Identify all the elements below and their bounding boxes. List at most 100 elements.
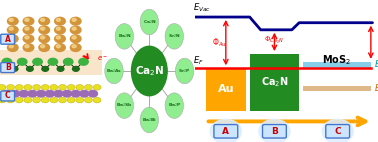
Circle shape [25, 27, 29, 30]
Circle shape [41, 84, 49, 90]
Circle shape [72, 27, 76, 30]
FancyArrowPatch shape [84, 54, 88, 58]
Text: Ba$_2$Sb: Ba$_2$Sb [116, 102, 133, 109]
Circle shape [41, 36, 45, 39]
Circle shape [322, 119, 353, 142]
Circle shape [28, 90, 37, 97]
Circle shape [76, 97, 84, 103]
Circle shape [23, 35, 34, 43]
Circle shape [41, 45, 45, 48]
Text: B: B [5, 63, 11, 72]
Circle shape [55, 44, 65, 51]
Circle shape [0, 97, 6, 103]
Text: B: B [271, 127, 278, 136]
Circle shape [55, 17, 65, 25]
Bar [206, 68, 246, 111]
Text: Ca$_2$N: Ca$_2$N [143, 18, 156, 26]
Circle shape [70, 35, 81, 43]
Circle shape [115, 24, 133, 49]
Circle shape [39, 35, 50, 43]
Circle shape [0, 84, 6, 90]
Circle shape [85, 97, 92, 103]
Circle shape [56, 27, 60, 30]
Circle shape [50, 97, 58, 103]
Text: $E_{Vac}$: $E_{Vac}$ [193, 2, 211, 14]
Circle shape [24, 84, 32, 90]
Circle shape [15, 84, 23, 90]
Text: Au: Au [218, 84, 234, 94]
Bar [249, 54, 299, 111]
Circle shape [55, 26, 65, 34]
Circle shape [67, 84, 75, 90]
Text: $\Phi_{Ca_2N}$: $\Phi_{Ca_2N}$ [265, 35, 284, 46]
Circle shape [39, 26, 50, 34]
Circle shape [41, 27, 45, 30]
Circle shape [23, 17, 34, 25]
Text: $\Phi_{Au}$: $\Phi_{Au}$ [212, 36, 227, 49]
Circle shape [105, 58, 123, 84]
Circle shape [7, 97, 14, 103]
Circle shape [7, 84, 14, 90]
Circle shape [72, 18, 76, 21]
Circle shape [15, 97, 23, 103]
Circle shape [17, 58, 27, 65]
Circle shape [33, 58, 42, 65]
Circle shape [9, 27, 13, 30]
Circle shape [24, 97, 32, 103]
Circle shape [25, 18, 29, 21]
Circle shape [72, 45, 76, 48]
Circle shape [115, 93, 133, 118]
Text: $E_V$: $E_V$ [374, 82, 378, 95]
Circle shape [33, 84, 40, 90]
Circle shape [54, 90, 63, 97]
Circle shape [19, 90, 28, 97]
Bar [303, 86, 371, 91]
Text: Ca$_2$N: Ca$_2$N [260, 75, 288, 89]
Circle shape [8, 44, 18, 51]
Text: Ba$_2$N: Ba$_2$N [118, 33, 131, 40]
Circle shape [64, 58, 73, 65]
Circle shape [76, 84, 84, 90]
Circle shape [9, 45, 13, 48]
Circle shape [41, 18, 45, 21]
Circle shape [42, 66, 48, 71]
Circle shape [70, 44, 81, 51]
Text: A: A [222, 127, 229, 136]
Text: Ba$_2$Bi: Ba$_2$Bi [142, 116, 157, 124]
Circle shape [88, 90, 98, 97]
Circle shape [56, 18, 60, 21]
Text: C: C [335, 127, 341, 136]
Circle shape [8, 17, 18, 25]
Text: $E_F$: $E_F$ [193, 54, 204, 67]
Circle shape [85, 84, 92, 90]
Circle shape [132, 46, 167, 96]
Circle shape [93, 84, 101, 90]
Circle shape [25, 45, 29, 48]
Text: $e^-$: $e^-$ [97, 55, 108, 63]
Circle shape [165, 24, 183, 49]
Text: MoS$_2$: MoS$_2$ [322, 53, 351, 67]
FancyBboxPatch shape [326, 125, 350, 138]
Circle shape [11, 66, 18, 71]
Circle shape [39, 17, 50, 25]
Text: C: C [5, 91, 11, 101]
Circle shape [39, 44, 50, 51]
Circle shape [45, 90, 54, 97]
Circle shape [175, 58, 194, 84]
Text: Sr$_2$P: Sr$_2$P [178, 67, 191, 75]
Circle shape [33, 97, 40, 103]
Text: $E_C$: $E_C$ [374, 59, 378, 71]
Circle shape [50, 84, 58, 90]
Circle shape [59, 97, 67, 103]
Circle shape [8, 35, 18, 43]
Text: A: A [5, 35, 11, 44]
Circle shape [79, 58, 88, 65]
Circle shape [9, 36, 13, 39]
Circle shape [59, 84, 67, 90]
Circle shape [93, 97, 101, 103]
Circle shape [67, 97, 75, 103]
Circle shape [9, 18, 13, 21]
Circle shape [56, 45, 60, 48]
Circle shape [57, 66, 64, 71]
Circle shape [56, 36, 60, 39]
